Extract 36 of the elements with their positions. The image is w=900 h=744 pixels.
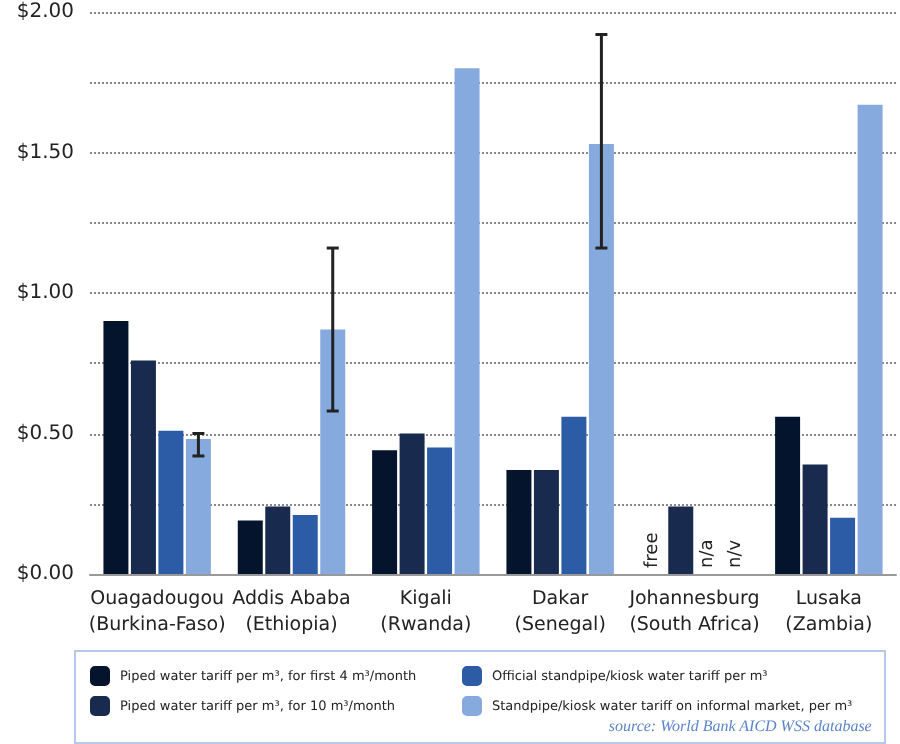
bar <box>533 470 559 574</box>
bar <box>588 144 614 574</box>
y-tick-label: $0.00 <box>16 563 74 585</box>
text: n/a <box>698 539 719 568</box>
text: n/v <box>725 539 746 568</box>
x-tick-label: Johannesburg (South Africa) <box>627 588 760 636</box>
bar <box>130 360 156 574</box>
x-tick-label: Lusaka (Zambia) <box>785 588 873 636</box>
x-tick-label: Ouagadougou (Burkina-Faso) <box>88 588 226 636</box>
bar <box>265 506 291 574</box>
bar <box>372 450 398 574</box>
bar <box>103 321 129 574</box>
bar <box>668 506 694 574</box>
bar <box>506 470 532 574</box>
bar <box>775 416 801 574</box>
x-tick-label: Kigali (Rwanda) <box>380 588 472 636</box>
y-tick-label: $1.00 <box>16 282 74 304</box>
bar <box>802 464 828 574</box>
bar <box>561 416 587 574</box>
bar <box>185 439 211 574</box>
bar <box>427 447 453 574</box>
x-tick-label: Dakar (Senegal) <box>514 588 606 636</box>
x-tick-label: Addis Ababa (Ethiopia) <box>232 588 351 636</box>
bar <box>158 430 184 574</box>
bar <box>237 520 263 574</box>
bar <box>454 68 480 574</box>
bar <box>292 514 318 574</box>
y-tick-label: $0.50 <box>16 422 74 445</box>
y-tick-label: $2.00 <box>16 1 74 23</box>
y-tick-label: $1.50 <box>16 141 74 164</box>
source-note: source: World Bank AICD WSS database <box>608 717 873 735</box>
text: free <box>643 532 664 568</box>
bar <box>320 329 346 574</box>
bar <box>399 433 425 574</box>
bar <box>830 517 856 574</box>
bar <box>857 104 883 574</box>
